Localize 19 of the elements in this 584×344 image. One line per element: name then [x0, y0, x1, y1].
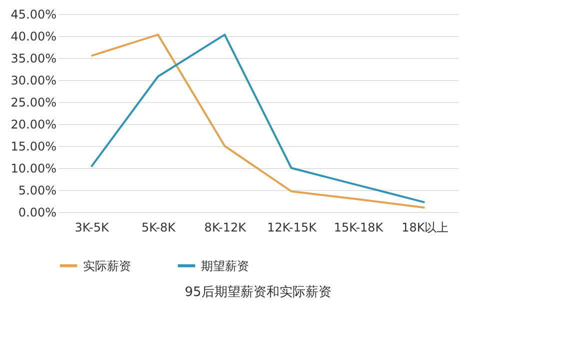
x-tick-label: 18K以上: [402, 220, 449, 234]
x-tick-label: 5K-8K: [141, 220, 177, 234]
x-tick-label: 15K-18K: [334, 220, 384, 234]
y-tick-label: 40.00%: [10, 30, 56, 44]
y-tick-label: 45.00%: [10, 8, 56, 22]
text: 95后期望薪资和实际薪资: [184, 285, 332, 300]
y-tick-label: 25.00%: [10, 96, 56, 110]
x-tick-label: 3K-5K: [74, 220, 110, 234]
y-tick-label: 10.00%: [10, 162, 56, 176]
y-tick-label: 35.00%: [10, 52, 56, 66]
y-tick-label: 20.00%: [10, 118, 56, 132]
y-tick-label: 15.00%: [10, 140, 56, 154]
legend-label: 实际薪资: [83, 258, 131, 273]
legend-label: 期望薪资: [201, 258, 249, 273]
y-tick-label: 30.00%: [10, 74, 56, 88]
x-tick-label: 8K-12K: [204, 220, 248, 234]
x-tick-label: 12K-15K: [267, 220, 318, 234]
y-tick-label: 0.00%: [18, 206, 56, 220]
y-tick-label: 5.00%: [18, 184, 56, 198]
